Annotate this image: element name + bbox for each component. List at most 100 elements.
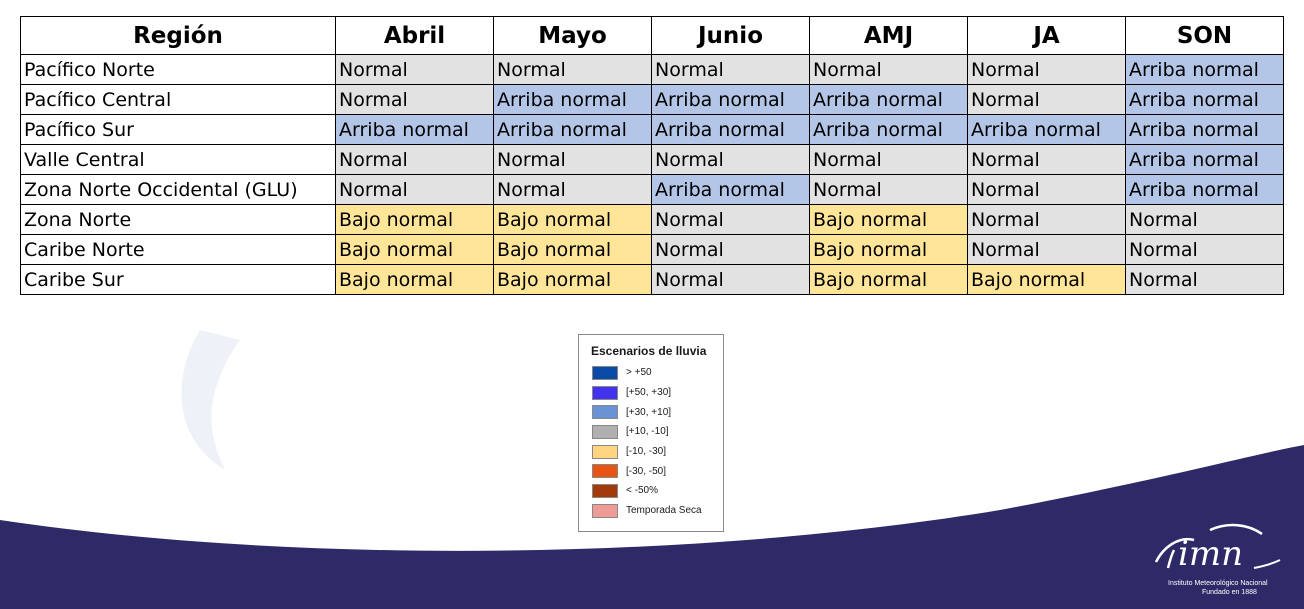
- forecast-cell: Normal: [493, 174, 652, 205]
- table-row: Caribe Sur Bajo normal Bajo normal Normal Ba…: [20, 264, 1284, 295]
- legend-label: [+30, +10]: [626, 406, 672, 418]
- forecast-cell: Arriba normal: [651, 84, 810, 115]
- forecast-cell: Bajo normal: [335, 204, 494, 235]
- forecast-cell: Bajo normal: [809, 234, 968, 265]
- forecast-cell: Arriba normal: [493, 114, 652, 145]
- column-header-junio: Junio: [651, 16, 810, 55]
- forecast-cell: Bajo normal: [493, 234, 652, 265]
- forecast-cell: Arriba normal: [809, 84, 968, 115]
- legend-swatch: [592, 483, 618, 498]
- legend-item: [+10, -10]: [592, 422, 702, 442]
- forecast-cell: Normal: [1125, 264, 1284, 295]
- table-row: Pacífico Norte Normal Normal Normal Normal No…: [20, 54, 1284, 85]
- imn-logo: imn Instituto Meteorológico Nacional Fun…: [1150, 520, 1284, 600]
- forecast-cell: Bajo normal: [809, 264, 968, 295]
- table-row: Pacífico Central Normal Arriba normal Arrib…: [20, 84, 1284, 115]
- forecast-cell: Normal: [651, 54, 810, 85]
- legend-swatch: [592, 424, 618, 439]
- logo-institute-name: Instituto Meteorológico Nacional: [1168, 580, 1268, 587]
- table-row: Pacífico Sur Arriba normal Arriba normal Ar…: [20, 114, 1284, 145]
- forecast-cell: Arriba normal: [335, 114, 494, 145]
- forecast-cell: Bajo normal: [493, 264, 652, 295]
- legend-label: [+50, +30]: [626, 387, 672, 399]
- forecast-cell: Arriba normal: [1125, 54, 1284, 85]
- forecast-cell: Normal: [967, 54, 1126, 85]
- forecast-cell: Normal: [967, 144, 1126, 175]
- column-header-abril: Abril: [335, 16, 494, 55]
- legend-swatch: [592, 464, 618, 479]
- column-header-amj: AMJ: [809, 16, 968, 55]
- forecast-cell: Arriba normal: [967, 114, 1126, 145]
- legend-item: [-10, -30]: [592, 442, 702, 462]
- legend-item: [+30, +10]: [592, 402, 702, 422]
- region-cell: Valle Central: [20, 144, 336, 175]
- legend-swatch: [592, 503, 618, 518]
- region-cell: Caribe Norte: [20, 234, 336, 265]
- legend-label: < -50%: [626, 485, 658, 497]
- forecast-cell: Bajo normal: [335, 264, 494, 295]
- legend-item: [-30, -50]: [592, 461, 702, 481]
- legend-item: > +50: [592, 363, 702, 383]
- legend-item: [+50, +30]: [592, 383, 702, 403]
- forecast-cell: Arriba normal: [1125, 84, 1284, 115]
- table-row: Caribe Norte Bajo normal Bajo normal Normal…: [20, 234, 1284, 265]
- forecast-cell: Normal: [651, 204, 810, 235]
- forecast-cell: Normal: [335, 174, 494, 205]
- forecast-cell: Normal: [493, 54, 652, 85]
- column-header-region: Región: [20, 16, 336, 55]
- legend-items: > +50 [+50, +30] [+30, +10] [+10, -10] [-10,…: [592, 363, 702, 521]
- forecast-cell: Bajo normal: [967, 264, 1126, 295]
- legend-label: > +50: [626, 367, 652, 379]
- svg-text:imn: imn: [1178, 534, 1243, 574]
- region-cell: Pacífico Sur: [20, 114, 336, 145]
- column-header-son: SON: [1125, 16, 1284, 55]
- forecast-cell: Normal: [335, 144, 494, 175]
- legend-swatch: [592, 405, 618, 420]
- legend-item: Temporada Seca: [592, 501, 702, 521]
- forecast-cell: Arriba normal: [651, 174, 810, 205]
- forecast-cell: Arriba normal: [493, 84, 652, 115]
- forecast-cell: Bajo normal: [493, 204, 652, 235]
- forecast-cell: Arriba normal: [651, 114, 810, 145]
- table-body: Pacífico Norte Normal Normal Normal Normal No…: [20, 54, 1284, 295]
- forecast-cell: Normal: [493, 144, 652, 175]
- table-row: Zona Norte Occidental (GLU) Normal Normal A…: [20, 174, 1284, 205]
- legend-swatch: [592, 385, 618, 400]
- legend-swatch: [592, 365, 618, 380]
- column-header-ja: JA: [967, 16, 1126, 55]
- forecast-cell: Normal: [1125, 204, 1284, 235]
- region-cell: Pacífico Central: [20, 84, 336, 115]
- table-row: Valle Central Normal Normal Normal Normal Nor…: [20, 144, 1284, 175]
- legend-item: < -50%: [592, 481, 702, 501]
- legend-label: [-30, -50]: [626, 465, 667, 477]
- forecast-table: Región Abril Mayo Junio AMJ JA SON Pacífico No…: [20, 16, 1284, 295]
- faint-swoosh: [181, 330, 240, 470]
- region-cell: Zona Norte: [20, 204, 336, 235]
- forecast-cell: Normal: [809, 144, 968, 175]
- imn-logo-mark-icon: imn: [1154, 523, 1281, 574]
- forecast-cell: Normal: [809, 54, 968, 85]
- table-row: Zona Norte Bajo normal Bajo normal Normal Ba…: [20, 204, 1284, 235]
- forecast-cell: Normal: [651, 264, 810, 295]
- table-header-row: Región Abril Mayo Junio AMJ JA SON: [20, 16, 1284, 55]
- legend-title: Escenarios de lluvia: [591, 344, 707, 358]
- forecast-cell: Normal: [967, 204, 1126, 235]
- region-cell: Caribe Sur: [20, 264, 336, 295]
- forecast-cell: Bajo normal: [809, 204, 968, 235]
- forecast-cell: Normal: [651, 144, 810, 175]
- forecast-cell: Normal: [335, 84, 494, 115]
- forecast-table-container: Región Abril Mayo Junio AMJ JA SON Pacífico No…: [20, 16, 1284, 295]
- forecast-cell: Normal: [967, 174, 1126, 205]
- column-header-mayo: Mayo: [493, 16, 652, 55]
- legend-label: Temporada Seca: [626, 505, 702, 517]
- bottom-band: [0, 445, 1304, 609]
- forecast-cell: Normal: [651, 234, 810, 265]
- rain-scenarios-legend: Escenarios de lluvia > +50 [+50, +30] [+30…: [578, 334, 724, 532]
- forecast-cell: Normal: [967, 234, 1126, 265]
- legend-label: [+10, -10]: [626, 426, 669, 438]
- forecast-cell: Arriba normal: [1125, 144, 1284, 175]
- logo-founded: Fundado en 1888: [1202, 589, 1257, 596]
- forecast-cell: Arriba normal: [1125, 114, 1284, 145]
- forecast-cell: Normal: [335, 54, 494, 85]
